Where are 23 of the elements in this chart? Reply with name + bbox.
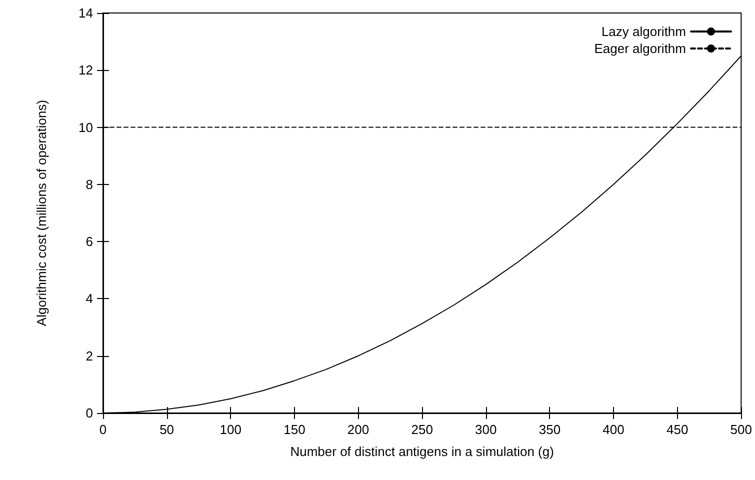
x-tick-label: 350 [538, 422, 561, 437]
x-tick-label: 200 [347, 422, 370, 437]
x-tick-label: 300 [475, 422, 497, 437]
x-tick-label: 100 [220, 422, 242, 437]
x-tick-label: 250 [411, 422, 433, 437]
y-tick-label: 12 [78, 62, 93, 78]
x-axis-title: Number of distinct antigens in a simulation (g) [290, 444, 554, 459]
x-tick-label: 500 [730, 422, 752, 437]
legend-label: Lazy algorithm [601, 24, 686, 39]
legend-label: Eager algorithm [594, 41, 686, 56]
y-tick-label: 4 [86, 291, 93, 306]
y-tick-label: 0 [86, 406, 93, 420]
y-tick-label: 6 [86, 234, 93, 250]
x-tick-label: 400 [602, 422, 624, 437]
y-tick-label: 10 [78, 120, 93, 135]
x-tick-label: 0 [99, 422, 107, 437]
y-tick-label: 2 [86, 348, 93, 364]
y-tick-label: 14 [78, 6, 93, 20]
y-tick-label: 8 [86, 176, 93, 192]
x-tick-label: 50 [160, 422, 174, 437]
y-axis-title: Algorithmic cost (millions of operations) [34, 100, 49, 326]
x-tick-label: 450 [666, 422, 688, 437]
x-tick-label: 150 [284, 422, 306, 437]
